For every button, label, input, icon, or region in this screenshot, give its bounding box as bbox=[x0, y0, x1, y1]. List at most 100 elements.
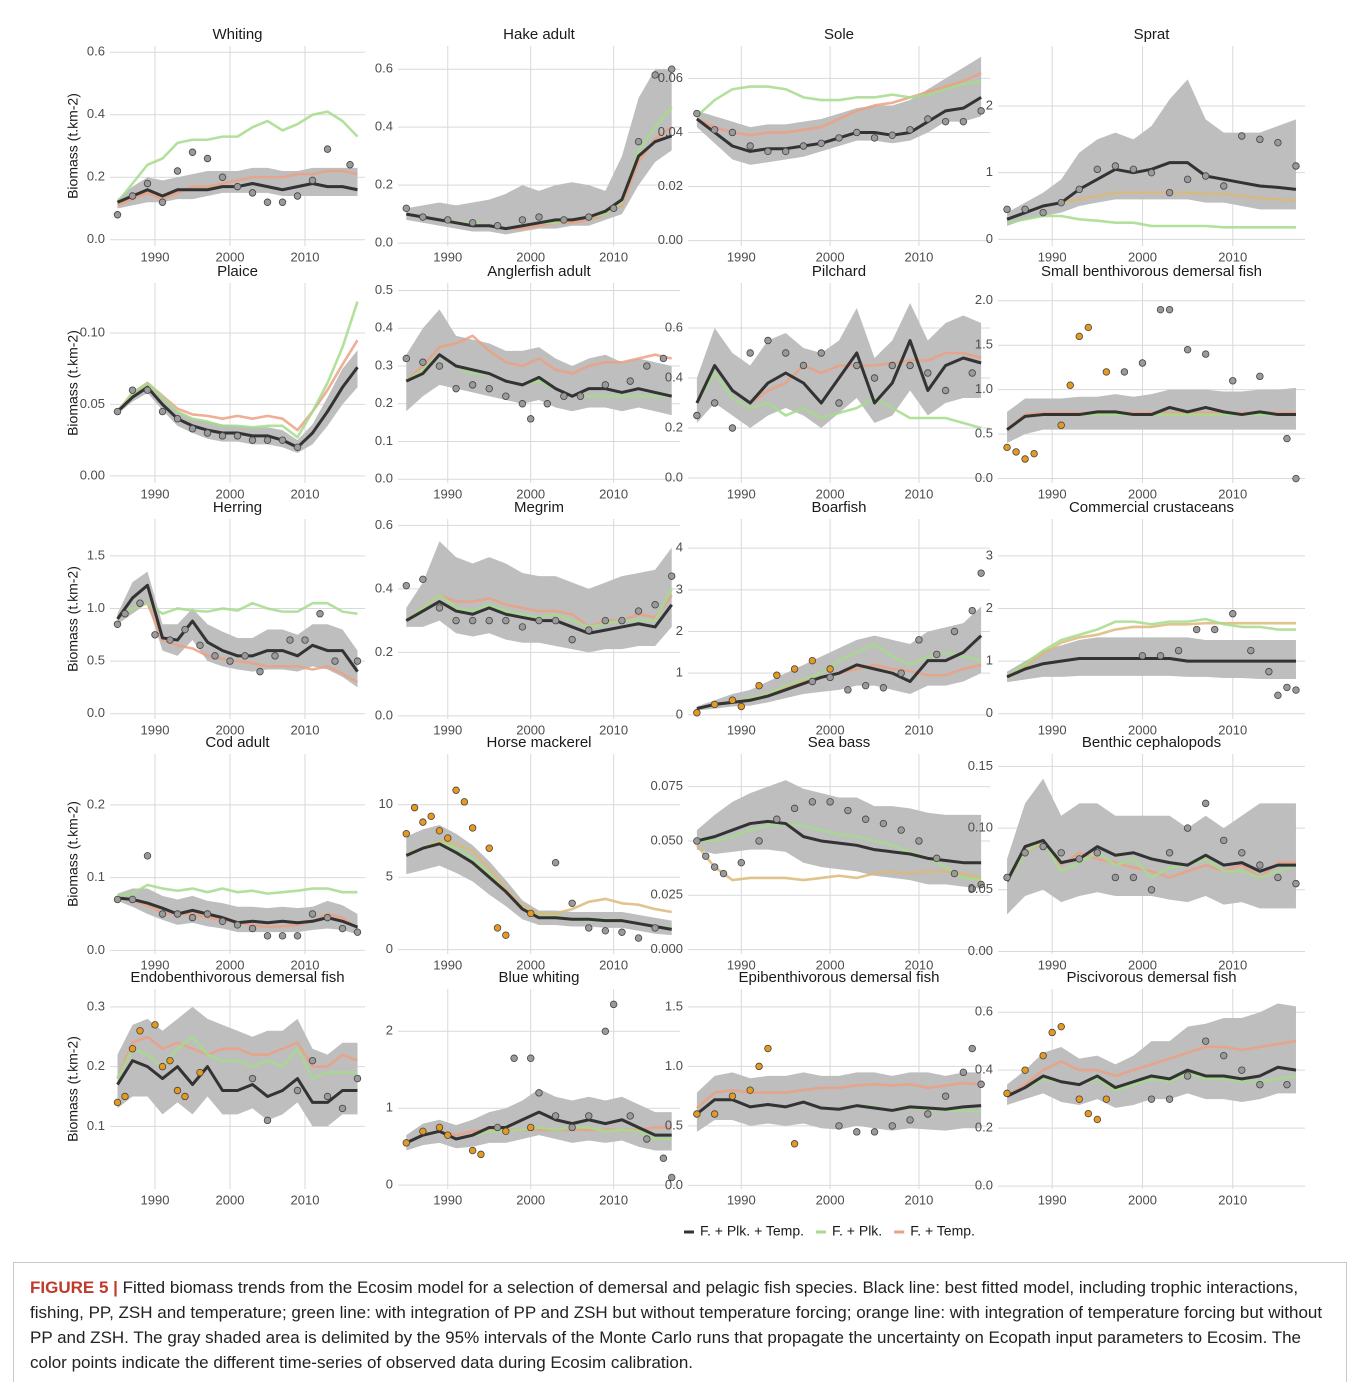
observed-point bbox=[1075, 855, 1083, 863]
observed-point bbox=[1084, 323, 1092, 332]
observed-point bbox=[143, 852, 152, 860]
observed-point bbox=[626, 377, 634, 385]
series-line bbox=[117, 169, 358, 207]
observed-point bbox=[1238, 849, 1246, 857]
observed-point bbox=[585, 626, 593, 634]
observed-point bbox=[527, 415, 535, 423]
y-tick-label: 0.00 bbox=[80, 467, 105, 482]
observed-point bbox=[728, 424, 737, 432]
y-tick-label: 0.2 bbox=[375, 177, 393, 192]
y-tick-label: 0.0 bbox=[665, 469, 683, 484]
observed-point bbox=[601, 927, 610, 935]
observed-point bbox=[710, 1110, 719, 1118]
panel: Sprat 0 1 2 1990 2000 2010 bbox=[986, 26, 1305, 264]
observed-point bbox=[651, 601, 659, 609]
y-tick-label: 0.0 bbox=[375, 235, 393, 250]
y-tick-label: 0.15 bbox=[968, 758, 993, 773]
observed-point bbox=[263, 932, 272, 940]
confidence-band bbox=[406, 309, 672, 416]
observed-point bbox=[870, 374, 879, 382]
observed-point bbox=[518, 400, 527, 408]
observed-point bbox=[402, 204, 410, 213]
y-tick-label: 0.0 bbox=[975, 470, 993, 485]
series-line bbox=[696, 822, 982, 882]
observed-point bbox=[1256, 135, 1264, 144]
observed-point bbox=[755, 837, 763, 845]
x-tick-label: 2000 bbox=[216, 486, 245, 501]
observed-point bbox=[835, 1122, 843, 1130]
observed-point bbox=[870, 134, 879, 142]
observed-point bbox=[502, 931, 510, 939]
observed-point bbox=[941, 1092, 950, 1100]
observed-point bbox=[1238, 132, 1246, 140]
observed-point bbox=[1265, 667, 1273, 676]
observed-point bbox=[419, 575, 427, 584]
observed-point bbox=[1120, 368, 1129, 376]
observed-point bbox=[702, 852, 710, 860]
y-tick-label: 0.0 bbox=[975, 1178, 993, 1193]
observed-point bbox=[338, 924, 347, 933]
observed-point bbox=[764, 1044, 772, 1053]
panel-title: Plaice bbox=[217, 263, 258, 280]
observed-point bbox=[136, 599, 144, 607]
observed-point bbox=[933, 650, 941, 659]
observed-point bbox=[585, 924, 593, 932]
x-tick-label: 2010 bbox=[599, 957, 628, 972]
observed-point bbox=[527, 1123, 535, 1132]
observed-point bbox=[419, 213, 427, 221]
panel: Plaice 0.00 0.05 0.10 1990 2000 2010 Biomass (t… bbox=[65, 263, 365, 501]
panel-title: Epibenthivorous demersal fish bbox=[739, 969, 940, 986]
observed-point bbox=[1165, 305, 1174, 314]
observed-point bbox=[444, 834, 452, 842]
observed-point bbox=[346, 161, 354, 169]
observed-point bbox=[196, 1068, 204, 1077]
observed-point bbox=[263, 1116, 272, 1125]
observed-point bbox=[560, 392, 568, 400]
series-line bbox=[696, 1081, 982, 1110]
observed-point bbox=[551, 616, 560, 625]
observed-point bbox=[585, 1112, 593, 1120]
panel-title: Small benthivorous demersal fish bbox=[1041, 263, 1262, 280]
observed-point bbox=[560, 216, 568, 224]
observed-point bbox=[1138, 359, 1147, 367]
observed-point bbox=[1201, 799, 1210, 808]
observed-point bbox=[906, 361, 914, 370]
observed-point bbox=[968, 885, 976, 893]
panel-title: Boarfish bbox=[811, 499, 866, 516]
observed-point bbox=[211, 652, 219, 660]
observed-point bbox=[835, 134, 843, 142]
y-tick-label: 4 bbox=[676, 540, 683, 555]
observed-point bbox=[1256, 1080, 1264, 1089]
observed-point bbox=[693, 109, 701, 118]
observed-point bbox=[693, 837, 701, 845]
observed-point bbox=[844, 686, 852, 694]
observed-point bbox=[173, 415, 182, 423]
panel-title: Sea bass bbox=[808, 734, 871, 751]
observed-point bbox=[906, 1116, 914, 1124]
observed-point bbox=[764, 336, 772, 345]
observed-point bbox=[808, 656, 817, 665]
series-line bbox=[695, 844, 982, 882]
observed-point bbox=[452, 384, 460, 393]
y-tick-label: 2 bbox=[986, 97, 993, 112]
series-line bbox=[405, 842, 672, 931]
observed-point bbox=[968, 369, 976, 377]
series-line bbox=[696, 634, 983, 711]
panel: Horse mackerel 0 5 10 1990 2000 2010 bbox=[379, 734, 680, 972]
observed-point bbox=[1003, 1089, 1011, 1098]
observed-point bbox=[468, 381, 477, 389]
observed-point bbox=[1211, 625, 1219, 634]
y-tick-label: 3 bbox=[676, 581, 683, 596]
y-tick-label: 1.0 bbox=[87, 600, 105, 615]
observed-point bbox=[746, 142, 754, 150]
series-line bbox=[1006, 214, 1296, 229]
y-tick-label: 0.0 bbox=[87, 942, 105, 957]
observed-point bbox=[1292, 162, 1300, 170]
observed-point bbox=[121, 610, 129, 618]
observed-point bbox=[151, 1021, 159, 1029]
observed-point bbox=[419, 358, 427, 366]
observed-point bbox=[853, 361, 861, 370]
y-tick-label: 10 bbox=[379, 796, 393, 811]
observed-point bbox=[1147, 168, 1156, 177]
